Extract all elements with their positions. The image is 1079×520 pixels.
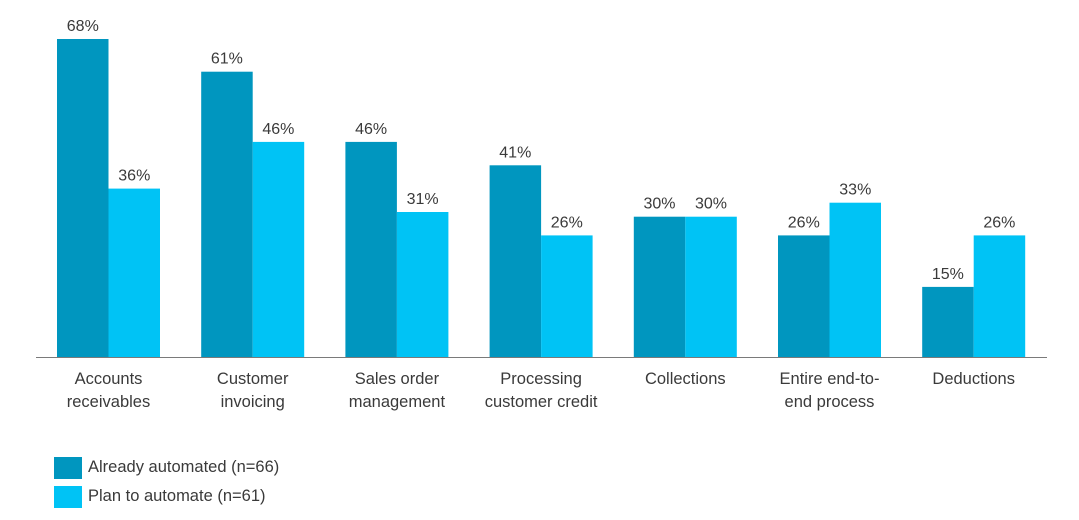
data-label-series2-cat6: 33% (839, 182, 871, 199)
bar-series1-cat7 (922, 286, 974, 357)
bar-series2-cat1 (108, 188, 160, 357)
bar-series1-cat4 (489, 165, 542, 357)
data-label-series1-cat7: 15% (932, 266, 964, 283)
category-label-1-line2: receivables (67, 393, 150, 411)
data-label-series2-cat1: 36% (118, 168, 150, 185)
legend-label-already-automated: Already automated (n=66) (88, 458, 280, 476)
category-label-1-line1: Accounts (75, 370, 143, 388)
legend-swatch-already-automated (54, 456, 82, 479)
category-label-4-line2: customer credit (485, 393, 598, 411)
data-label-series1-cat4: 41% (499, 144, 531, 161)
bar-series2-cat5 (685, 216, 737, 357)
data-label-series2-cat3: 31% (407, 191, 439, 208)
bar-series1-cat3 (345, 141, 397, 357)
data-label-series2-cat2: 46% (262, 121, 294, 138)
bar-series1-cat1 (57, 39, 109, 357)
bar-series2-cat4 (541, 235, 593, 357)
category-label-5-line1: Collections (645, 370, 726, 388)
bar-series2-cat2 (252, 141, 305, 357)
legend: Already automated (n=66) Plan to automat… (54, 453, 279, 511)
legend-item-already-automated: Already automated (n=66) (54, 453, 279, 482)
data-label-series1-cat6: 26% (788, 214, 820, 231)
data-label-series1-cat3: 46% (355, 121, 387, 138)
category-label-6-line2: end process (785, 393, 875, 411)
data-label-series1-cat5: 30% (643, 196, 675, 213)
category-label-2-line2: invoicing (221, 393, 285, 411)
data-label-series2-cat4: 26% (551, 214, 583, 231)
category-label-6-line1: Entire end-to- (780, 370, 880, 388)
bar-series1-cat6 (778, 235, 830, 357)
bar-series1-cat2 (201, 71, 253, 357)
legend-item-plan-to-automate: Plan to automate (n=61) (54, 482, 279, 511)
category-label-3-line1: Sales order (355, 370, 440, 388)
data-label-series2-cat5: 30% (695, 196, 727, 213)
bar-series2-cat6 (829, 202, 881, 357)
data-label-series1-cat2: 61% (211, 51, 243, 68)
category-label-7-line1: Deductions (932, 370, 1015, 388)
data-label-series1-cat1: 68% (67, 18, 99, 35)
category-label-4-line1: Processing (500, 370, 582, 388)
category-label-2-line1: Customer (217, 370, 289, 388)
legend-swatch-plan-to-automate (54, 485, 82, 508)
category-label-3-line2: management (349, 393, 446, 411)
data-label-series2-cat7: 26% (983, 214, 1015, 231)
bar-series2-cat7 (973, 235, 1026, 357)
bar-series1-cat5 (633, 216, 686, 357)
bar-series2-cat3 (396, 212, 449, 357)
legend-label-plan-to-automate: Plan to automate (n=61) (88, 487, 266, 505)
